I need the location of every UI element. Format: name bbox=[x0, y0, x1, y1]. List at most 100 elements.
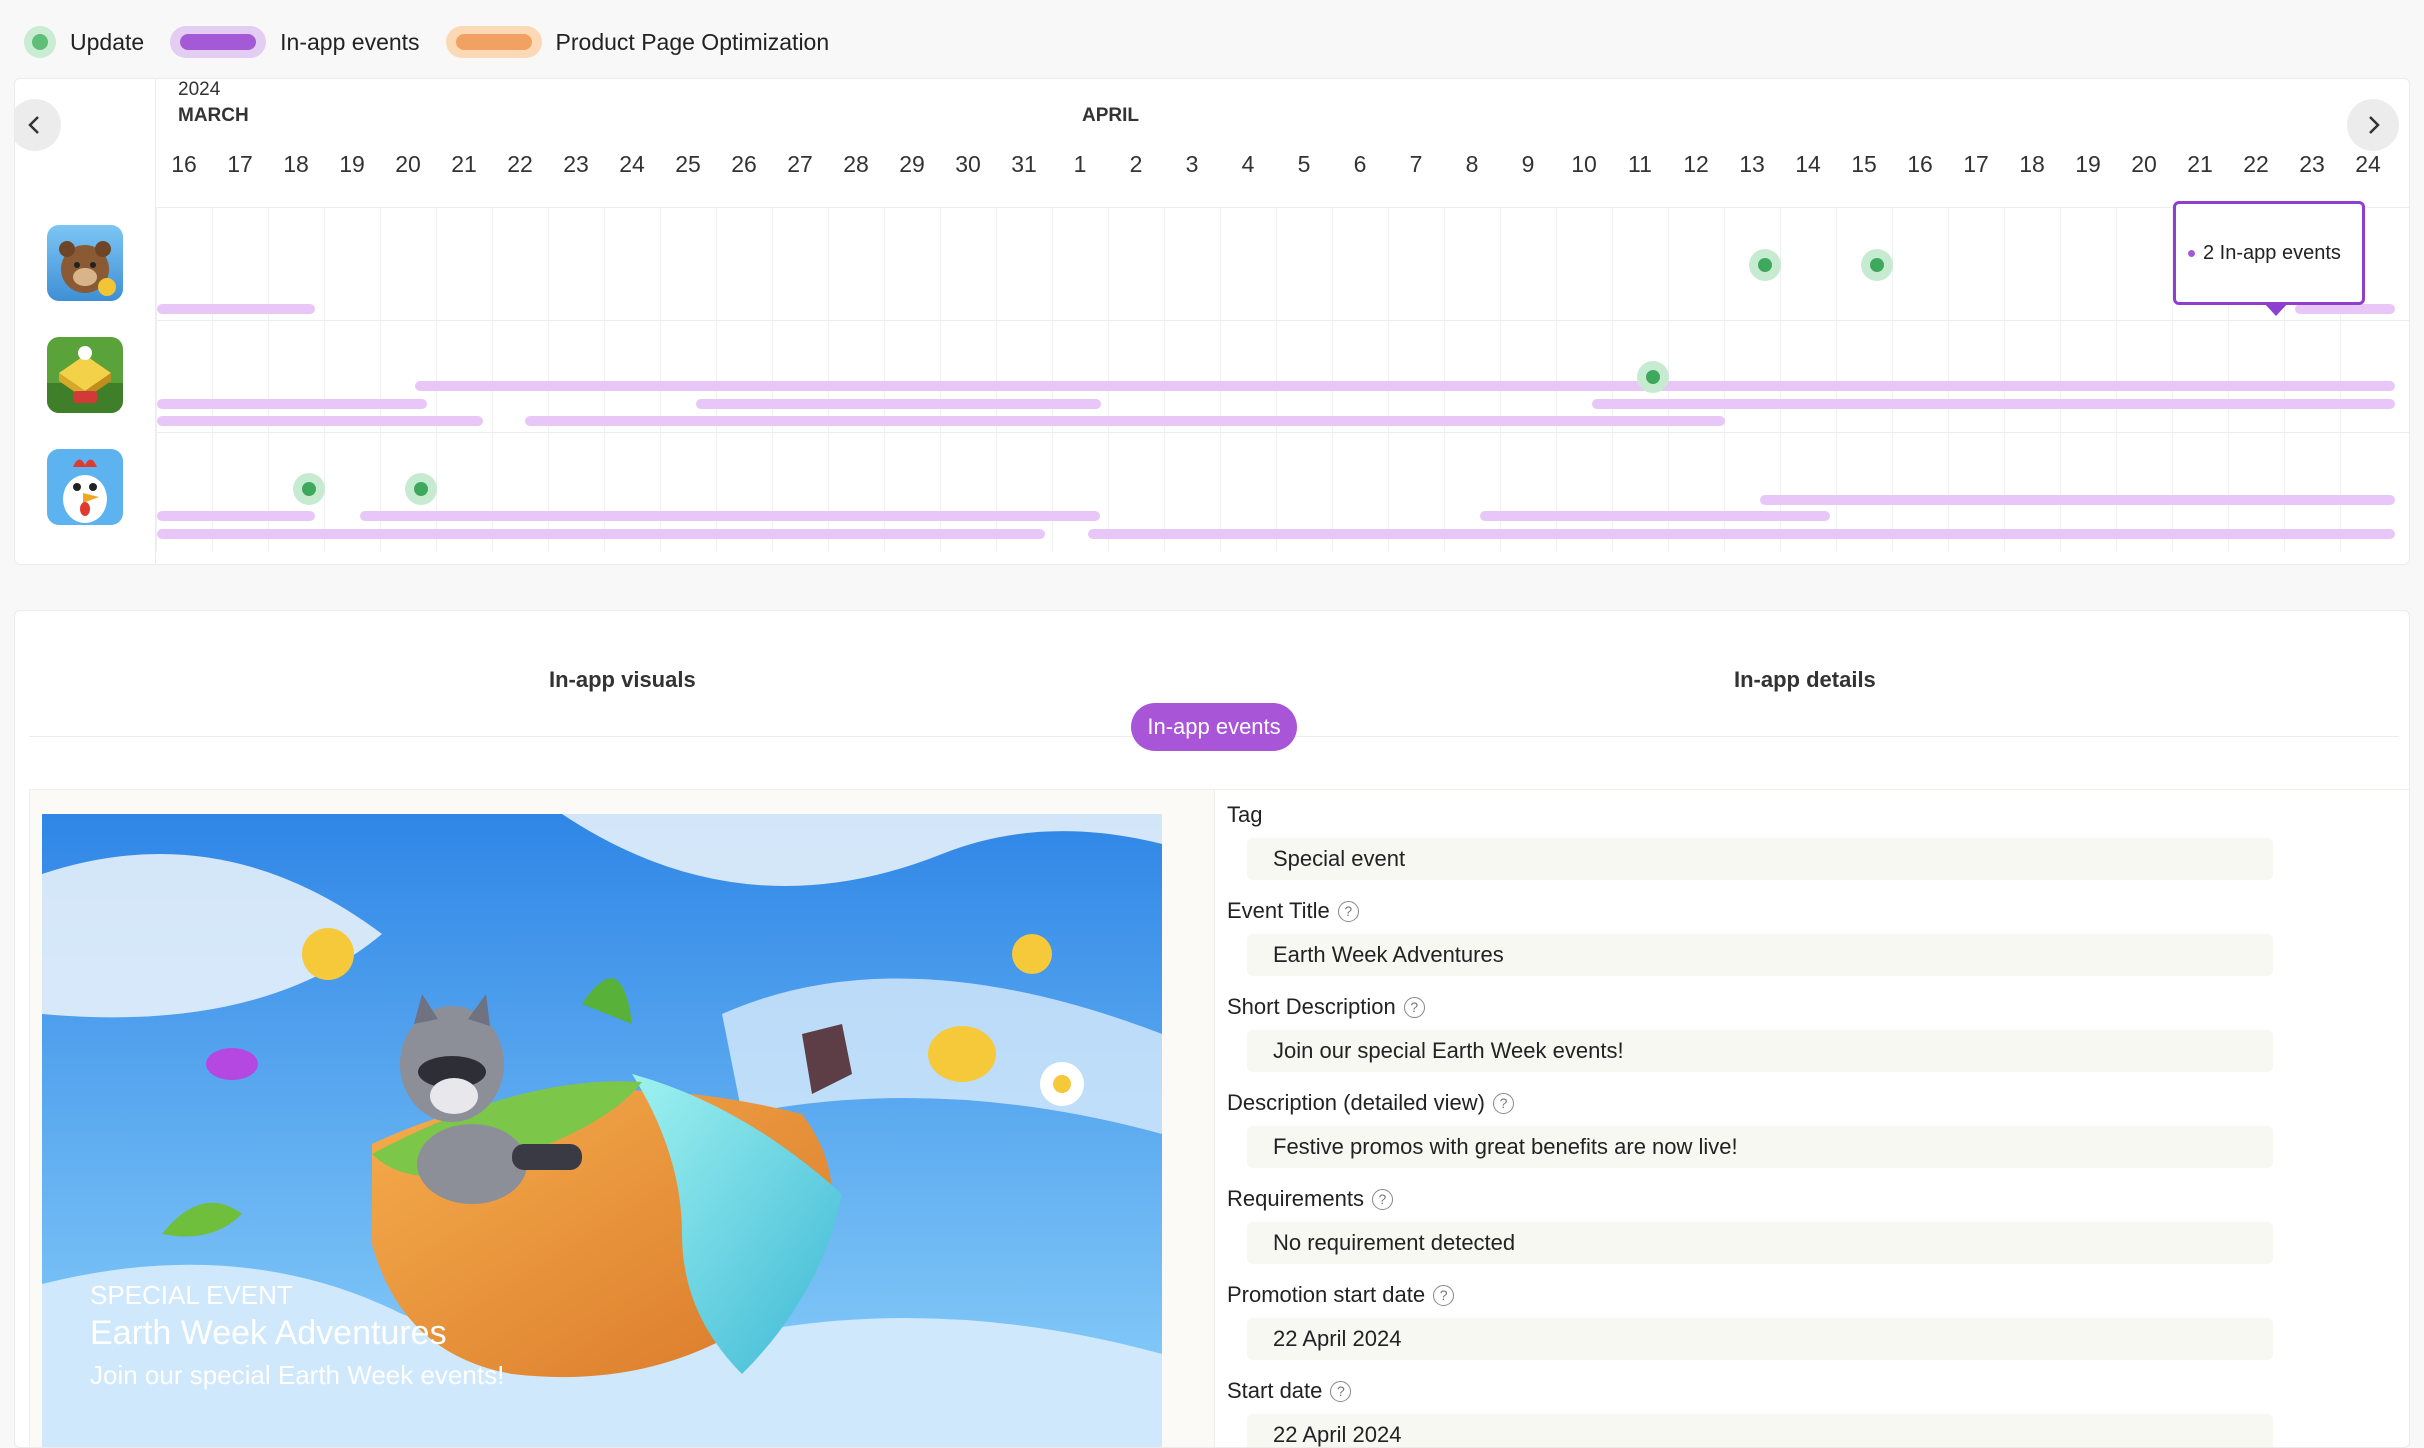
grid-line bbox=[2060, 207, 2061, 552]
day-label: 24 bbox=[619, 151, 645, 177]
field-label-text: Event Title bbox=[1227, 898, 1330, 923]
in-app-event-bar[interactable] bbox=[415, 381, 1863, 391]
day-label: 17 bbox=[1963, 151, 1989, 177]
help-icon[interactable]: ? bbox=[1371, 1188, 1393, 1210]
in-app-event-bar[interactable] bbox=[157, 304, 315, 314]
help-icon[interactable]: ? bbox=[1337, 900, 1359, 922]
grid-line bbox=[1612, 207, 1613, 552]
day-label: 20 bbox=[395, 151, 421, 177]
in-app-event-dot-icon bbox=[2188, 249, 2195, 257]
field-label: Promotion start date? bbox=[1227, 1282, 1455, 1308]
in-app-details-title: In-app details bbox=[1734, 667, 1876, 692]
grid-line bbox=[2172, 207, 2173, 552]
row-divider bbox=[157, 320, 2409, 321]
in-app-event-bar[interactable] bbox=[1592, 399, 2395, 409]
in-app-event-bar[interactable] bbox=[696, 399, 1101, 409]
day-label: 7 bbox=[1409, 151, 1423, 177]
in-app-event-bar[interactable] bbox=[157, 511, 315, 521]
field-value: 22 April 2024 bbox=[1247, 1318, 2273, 1360]
help-icon[interactable]: ? bbox=[1330, 1380, 1352, 1402]
grid-line bbox=[772, 207, 773, 552]
grid-line bbox=[492, 207, 493, 552]
update-legend-icon bbox=[24, 26, 56, 58]
update-marker[interactable] bbox=[405, 473, 437, 505]
legend-label-in-app-events: In-app events bbox=[280, 28, 420, 55]
in-app-event-bar[interactable] bbox=[525, 416, 1725, 426]
help-icon[interactable]: ? bbox=[1493, 1092, 1514, 1114]
grid-line bbox=[156, 207, 157, 552]
field-label: Short Description? bbox=[1227, 994, 1425, 1020]
farm-game-app-icon[interactable] bbox=[47, 337, 123, 413]
day-label: 9 bbox=[1521, 151, 1535, 177]
update-marker[interactable] bbox=[293, 473, 325, 505]
day-label: 22 bbox=[507, 151, 533, 177]
legend-item-update[interactable]: Update bbox=[24, 26, 144, 58]
day-label: 27 bbox=[787, 151, 813, 177]
grid-line bbox=[1836, 207, 1837, 552]
update-marker[interactable] bbox=[1637, 361, 1669, 393]
day-label: 24 bbox=[2355, 151, 2381, 177]
day-label: 18 bbox=[2019, 151, 2045, 177]
in-app-event-bar[interactable] bbox=[1480, 511, 1830, 521]
in-app-event-bar[interactable] bbox=[1703, 381, 2395, 391]
in-app-event-bar[interactable] bbox=[360, 511, 1100, 521]
chicken-game-app-icon[interactable] bbox=[47, 449, 123, 525]
day-label: 21 bbox=[451, 151, 477, 177]
grid-line bbox=[660, 207, 661, 552]
update-marker[interactable] bbox=[1749, 249, 1781, 281]
grid-line bbox=[1276, 207, 1277, 552]
update-marker[interactable] bbox=[1861, 249, 1893, 281]
grid-line bbox=[828, 207, 829, 552]
grid-line bbox=[212, 207, 213, 552]
details-card: In-app visuals In-app details In-app eve… bbox=[14, 610, 2410, 1448]
legend-item-ppo[interactable]: Product Page Optimization bbox=[445, 26, 830, 58]
field-value: Special event bbox=[1247, 838, 2273, 880]
day-label: 8 bbox=[1465, 151, 1479, 177]
legend: Update In-app events Product Page Optimi… bbox=[24, 22, 855, 62]
tab-in-app-events[interactable]: In-app events bbox=[1131, 703, 1297, 751]
help-icon[interactable]: ? bbox=[1403, 996, 1425, 1018]
in-app-event-bar[interactable] bbox=[157, 399, 427, 409]
field-label: Requirements? bbox=[1227, 1186, 1393, 1212]
grid-line bbox=[1108, 207, 1109, 552]
help-icon[interactable]: ? bbox=[1433, 1284, 1455, 1306]
legend-label-ppo: Product Page Optimization bbox=[555, 28, 830, 55]
prev-button[interactable] bbox=[15, 99, 61, 151]
grid-line bbox=[940, 207, 941, 552]
grid-line bbox=[436, 207, 437, 552]
grid-line bbox=[2340, 207, 2341, 552]
in-app-event-bar[interactable] bbox=[157, 529, 1045, 539]
chevron-left-icon bbox=[28, 116, 39, 134]
field-label: Tag bbox=[1227, 802, 1262, 828]
field-value: 22 April 2024 bbox=[1247, 1414, 2273, 1447]
month-label-april: APRIL bbox=[1082, 105, 1139, 126]
day-label: 12 bbox=[1683, 151, 1709, 177]
field-label-text: Start date bbox=[1227, 1378, 1323, 1403]
bear-game-app-icon[interactable] bbox=[47, 225, 123, 301]
in-app-visuals-title: In-app visuals bbox=[549, 667, 696, 692]
in-app-event-bar[interactable] bbox=[157, 416, 483, 426]
grid-line bbox=[1332, 207, 1333, 552]
field-value: Earth Week Adventures bbox=[1247, 934, 2273, 976]
in-app-event-bar[interactable] bbox=[1088, 529, 2395, 539]
grid-line bbox=[2228, 207, 2229, 552]
field-value: Join our special Earth Week events! bbox=[1247, 1030, 2273, 1072]
legend-item-in-app-events[interactable]: In-app events bbox=[170, 26, 420, 58]
day-label: 26 bbox=[731, 151, 757, 177]
field-value: Festive promos with great benefits are n… bbox=[1247, 1126, 2273, 1168]
event-visual-image[interactable]: SPECIAL EVENT Earth Week Adventures Join… bbox=[42, 814, 1162, 1447]
day-label: 23 bbox=[563, 151, 589, 177]
tooltip-text: 2 In-app events bbox=[2203, 241, 2341, 264]
in-app-event-bar[interactable] bbox=[2295, 304, 2395, 314]
grid-line bbox=[604, 207, 605, 552]
grid-line bbox=[324, 207, 325, 552]
grid-line bbox=[716, 207, 717, 552]
day-label: 30 bbox=[955, 151, 981, 177]
day-label: 23 bbox=[2299, 151, 2325, 177]
field-label-text: Short Description bbox=[1227, 994, 1396, 1019]
in-app-event-bar[interactable] bbox=[1760, 495, 2395, 505]
grid-line bbox=[1948, 207, 1949, 552]
row-divider bbox=[157, 207, 2409, 208]
next-button[interactable] bbox=[2347, 99, 2399, 151]
year-label: 2024 bbox=[178, 79, 221, 100]
